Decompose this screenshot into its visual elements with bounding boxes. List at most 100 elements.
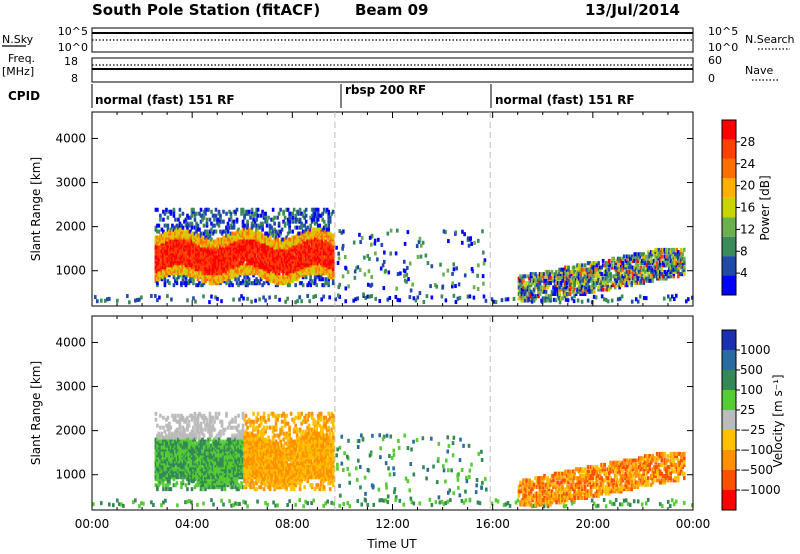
backscatter-cell <box>154 483 158 488</box>
backscatter-cell <box>580 291 584 296</box>
backscatter-cell <box>564 269 567 274</box>
backscatter-cell <box>594 295 598 300</box>
backscatter-cell <box>598 280 602 285</box>
backscatter-cell <box>559 280 563 285</box>
backscatter-cell <box>205 469 209 474</box>
backscatter-cell <box>537 283 540 288</box>
backscatter-cell <box>168 431 171 436</box>
backscatter-cell <box>668 297 672 302</box>
backscatter-cell <box>168 247 171 252</box>
backscatter-cell <box>634 256 638 261</box>
backscatter-cell <box>300 231 303 236</box>
backscatter-cell <box>160 227 164 232</box>
backscatter-cell <box>586 272 590 277</box>
backscatter-cell <box>163 453 167 458</box>
backscatter-cell <box>252 217 255 222</box>
colorbar-block <box>722 236 736 257</box>
backscatter-cell <box>220 269 224 274</box>
backscatter-cell <box>576 278 579 283</box>
backscatter-cell <box>261 283 264 288</box>
backscatter-cell <box>193 217 197 222</box>
backscatter-cell <box>531 296 534 301</box>
backscatter-cell <box>312 211 315 216</box>
backscatter-cell <box>267 263 270 268</box>
backscatter-cell <box>204 487 207 492</box>
backscatter-cell <box>579 276 582 281</box>
backscatter-cell <box>273 221 276 226</box>
backscatter-cell <box>543 296 546 301</box>
backscatter-cell <box>220 265 224 270</box>
backscatter-cell <box>261 209 264 214</box>
backscatter-cell <box>319 251 323 256</box>
backscatter-cell <box>344 299 348 304</box>
backscatter-cell <box>642 252 646 257</box>
backscatter-cell <box>271 239 275 244</box>
backscatter-cell <box>178 271 182 276</box>
backscatter-cell <box>430 295 434 300</box>
backscatter-cell <box>303 229 306 234</box>
backscatter-cell <box>630 256 633 261</box>
backscatter-cell <box>220 231 224 236</box>
backscatter-cell <box>201 275 204 280</box>
backscatter-cell <box>636 258 640 263</box>
backscatter-cell <box>193 251 197 256</box>
backscatter-cell <box>256 223 260 228</box>
backscatter-cell <box>156 235 159 240</box>
backscatter-cell <box>184 483 188 488</box>
backscatter-cell <box>344 265 347 270</box>
backscatter-cell <box>180 485 183 490</box>
backscatter-cell <box>648 265 652 270</box>
backscatter-cell <box>670 252 674 257</box>
backscatter-cell <box>235 229 239 234</box>
backscatter-cell <box>337 251 340 256</box>
backscatter-cell <box>529 272 533 277</box>
backscatter-cell <box>220 299 223 304</box>
backscatter-cell <box>660 250 664 255</box>
backscatter-cell <box>628 256 632 261</box>
backscatter-cell <box>589 265 593 270</box>
backscatter-cell <box>316 223 320 228</box>
backscatter-cell <box>163 223 167 228</box>
nsky-label: N.Sky <box>2 33 34 46</box>
backscatter-cell <box>327 227 330 232</box>
ytick-label: 1000 <box>55 264 86 278</box>
backscatter-cell <box>433 282 437 287</box>
backscatter-cell <box>636 274 640 279</box>
backscatter-cell <box>686 297 690 302</box>
backscatter-cell <box>576 289 579 294</box>
backscatter-cell <box>473 241 476 246</box>
backscatter-cell <box>298 225 302 230</box>
backscatter-cell <box>325 227 329 232</box>
backscatter-cell <box>630 265 633 270</box>
backscatter-cell <box>567 291 570 296</box>
backscatter-cell <box>670 263 674 268</box>
backscatter-cell <box>315 215 318 220</box>
backscatter-cell <box>380 242 384 247</box>
backscatter-cell <box>177 475 180 480</box>
backscatter-cell <box>591 283 594 288</box>
backscatter-cell <box>637 256 641 261</box>
backscatter-cell <box>162 415 165 420</box>
backscatter-cell <box>570 278 573 283</box>
backscatter-cell <box>550 269 554 274</box>
backscatter-cell <box>519 289 522 294</box>
backscatter-cell <box>426 261 430 266</box>
backscatter-cell <box>550 272 554 277</box>
date-title: 13/Jul/2014 <box>585 1 680 19</box>
backscatter-cell <box>640 254 644 259</box>
backscatter-cell <box>165 483 168 488</box>
backscatter-cell <box>222 229 225 234</box>
backscatter-cell <box>652 250 656 255</box>
backscatter-cell <box>324 239 327 244</box>
backscatter-cell <box>589 269 593 274</box>
backscatter-cell <box>310 213 314 218</box>
nave-label: Nave <box>745 64 773 77</box>
backscatter-cell <box>207 247 210 252</box>
backscatter-cell <box>531 280 534 285</box>
backscatter-cell <box>558 276 561 281</box>
backscatter-cell <box>370 234 373 239</box>
backscatter-cell <box>187 445 191 450</box>
backscatter-cell <box>201 443 204 448</box>
backscatter-cell <box>619 263 623 268</box>
backscatter-cell <box>658 258 662 263</box>
